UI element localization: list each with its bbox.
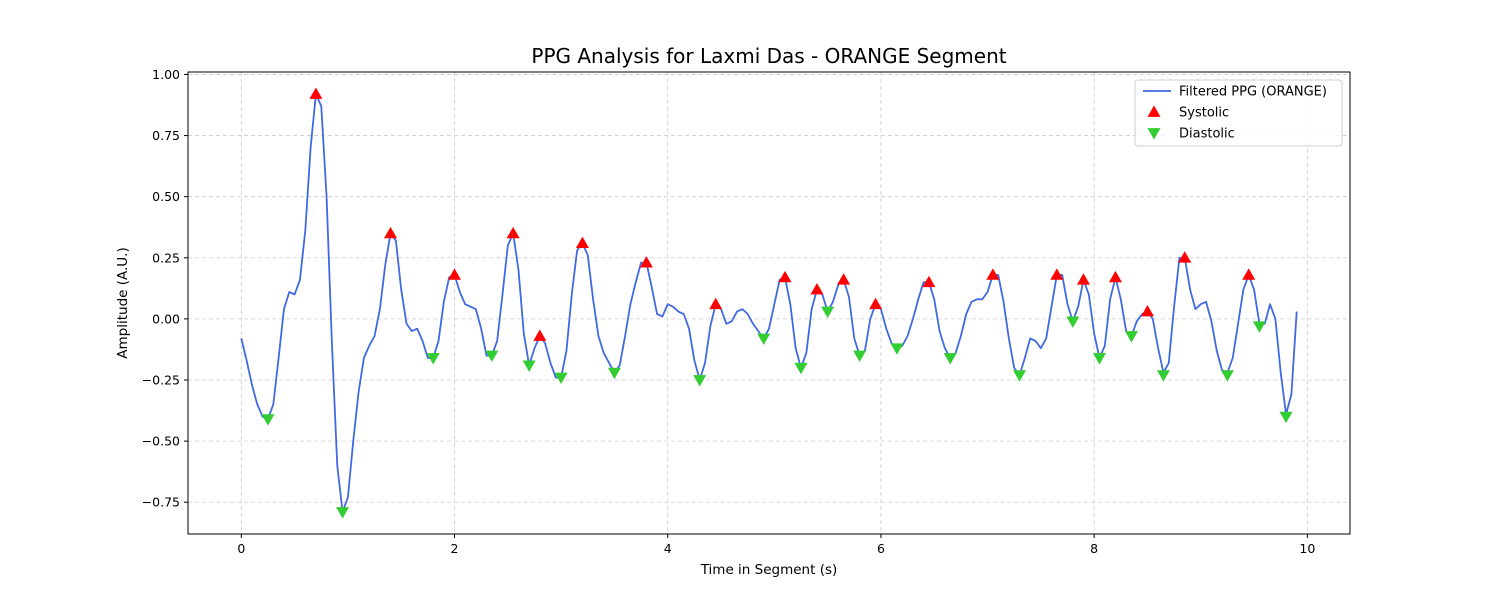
diastolic-marker: [1092, 353, 1106, 365]
systolic-marker: [778, 270, 792, 283]
diastolic-marker: [1279, 411, 1293, 424]
systolic-marker: [709, 297, 723, 310]
plot-area: [240, 87, 1298, 519]
systolic-marker: [1076, 273, 1090, 285]
diastolic-marker: [1066, 316, 1080, 328]
diastolic-marker: [522, 360, 536, 372]
diastolic-marker: [943, 353, 957, 365]
y-axis-label: Amplitude (A.U.): [115, 247, 131, 358]
systolic-marker: [639, 256, 653, 268]
systolic-marker: [986, 268, 1000, 280]
legend-label: Filtered PPG (ORANGE): [1179, 85, 1327, 100]
y-tick-label: −0.25: [142, 373, 180, 388]
x-tick-label: 10: [1299, 541, 1315, 556]
diastolic-marker: [336, 507, 350, 519]
diastolic-marker: [554, 372, 568, 385]
systolic-marker: [384, 226, 398, 239]
y-tick-label: 1.00: [152, 67, 180, 82]
systolic-marker: [922, 275, 936, 288]
diastolic-marker: [890, 343, 904, 355]
y-tick-label: 0.25: [152, 250, 180, 265]
y-tick-label: 0.75: [152, 128, 180, 143]
diastolic-marker: [1124, 331, 1138, 343]
ppg-line: [240, 93, 1298, 513]
diastolic-marker: [261, 414, 275, 426]
diastolic-marker: [1252, 321, 1266, 333]
systolic-marker: [1140, 305, 1154, 317]
systolic-marker: [869, 297, 883, 310]
diastolic-marker: [821, 306, 835, 319]
diastolic-marker: [1220, 370, 1234, 382]
x-axis-label: Time in Segment (s): [700, 562, 838, 578]
systolic-marker: [1108, 270, 1122, 283]
systolic-marker: [1178, 251, 1192, 263]
diastolic-marker: [757, 333, 771, 345]
x-tick-label: 6: [877, 541, 885, 556]
legend-systolic-swatch: [1147, 105, 1161, 117]
systolic-marker: [1050, 268, 1064, 280]
axis-ticks: 0 2 4 6 8 10 −0.75 −0.50 −0.25 0.00 0.25 0.50 0.75 1.…: [142, 67, 1316, 556]
plot-frame: [187, 71, 1351, 535]
systolic-marker: [448, 268, 462, 280]
chart-title: PPG Analysis for Laxmi Das - ORANGE Segm…: [531, 44, 1006, 68]
systolic-marker: [810, 283, 824, 295]
diastolic-marker: [794, 362, 808, 375]
legend-diastolic-swatch: [1147, 128, 1161, 140]
legend: Filtered PPG (ORANGE) Systolic Diastolic: [1134, 79, 1343, 147]
x-tick-label: 8: [1090, 541, 1098, 556]
diastolic-marker: [693, 375, 707, 387]
y-tick-label: 0.00: [152, 311, 180, 326]
y-tick-label: −0.50: [142, 434, 180, 449]
legend-label: Diastolic: [1179, 127, 1235, 142]
systolic-marker: [309, 87, 323, 99]
diastolic-marker: [426, 353, 440, 365]
diastolic-marker: [607, 367, 621, 380]
systolic-marker: [837, 273, 851, 285]
legend-label: Systolic: [1179, 106, 1229, 121]
x-tick-label: 4: [664, 541, 672, 556]
diastolic-marker: [1156, 370, 1170, 382]
diastolic-marker: [853, 350, 867, 363]
legend-box: [1134, 79, 1343, 147]
systolic-marker: [506, 226, 520, 239]
systolic-marker: [533, 329, 547, 341]
y-tick-label: 0.50: [152, 189, 180, 204]
systolic-marker: [1242, 268, 1256, 280]
y-tick-label: −0.75: [142, 495, 180, 510]
diastolic-marker: [485, 350, 499, 363]
x-tick-label: 0: [237, 541, 245, 556]
systolic-marker: [575, 236, 589, 248]
x-tick-label: 2: [451, 541, 459, 556]
diastolic-marker: [1013, 370, 1027, 382]
